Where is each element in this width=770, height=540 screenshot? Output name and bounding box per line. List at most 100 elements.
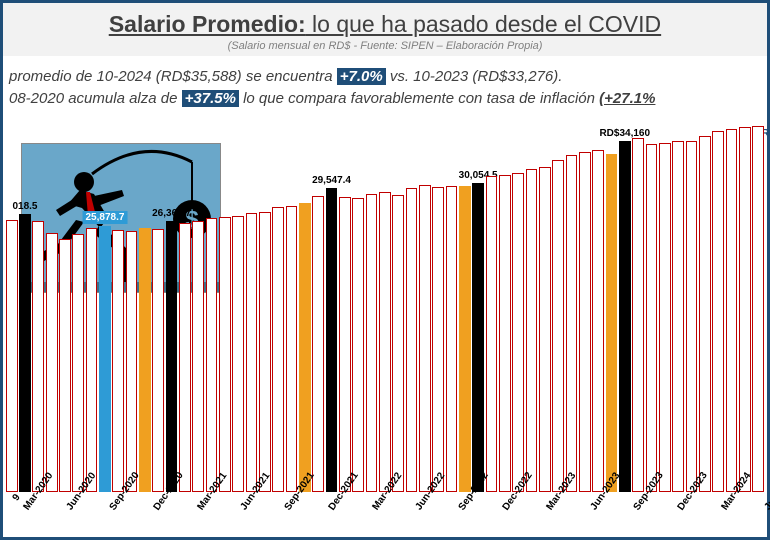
bar-wrap — [298, 203, 311, 492]
bar-wrap: 25,878.7 — [98, 226, 111, 492]
bar — [312, 196, 324, 492]
bar — [592, 150, 604, 492]
bar — [512, 173, 524, 492]
bar — [246, 213, 258, 492]
bar — [166, 221, 178, 492]
bar — [632, 138, 644, 492]
bar — [6, 220, 18, 492]
bar — [339, 197, 351, 492]
bar-wrap — [631, 138, 644, 492]
chart-frame: Salario Promedio: lo que ha pasado desde… — [0, 0, 770, 540]
bar-wrap — [525, 169, 538, 492]
bar-wrap — [178, 223, 191, 492]
bar — [499, 175, 511, 492]
bar — [446, 186, 458, 492]
bar — [579, 152, 591, 492]
title-band: Salario Promedio: lo que ha pasado desde… — [3, 3, 767, 56]
bar — [539, 167, 551, 492]
bar-wrap — [338, 197, 351, 492]
bar-wrap — [538, 167, 551, 492]
bar — [126, 231, 138, 492]
page-subtitle: (Salario mensual en RD$ - Fuente: SIPEN … — [13, 40, 757, 52]
bar — [699, 136, 711, 492]
bar — [526, 169, 538, 492]
bar — [19, 214, 31, 492]
bar — [472, 183, 484, 492]
bar — [406, 188, 418, 492]
bar-wrap — [565, 155, 578, 492]
bar — [59, 239, 71, 492]
bar — [726, 129, 738, 492]
bar — [152, 229, 164, 492]
bar — [419, 185, 431, 492]
bar-wrap — [725, 129, 738, 492]
bar-wrap — [591, 150, 604, 492]
page-title: Salario Promedio: lo que ha pasado desde… — [13, 11, 757, 38]
bar — [99, 226, 111, 492]
bar-wrap — [152, 229, 165, 492]
bar-wrap — [511, 173, 524, 492]
bar-wrap — [218, 217, 231, 492]
bar-wrap — [445, 186, 458, 492]
summary-line-2: 08-2020 acumula alza de +37.5% lo que co… — [9, 88, 759, 110]
bar-wrap — [85, 228, 98, 492]
bar-wrap: 29,547.4 — [325, 188, 338, 492]
bar — [299, 203, 311, 492]
bar — [46, 233, 58, 492]
bar-wrap — [485, 176, 498, 492]
bar-wrap — [711, 131, 724, 492]
bar — [486, 176, 498, 492]
bar-wrap — [658, 143, 671, 492]
bar — [259, 212, 271, 492]
bar — [232, 216, 244, 492]
bar — [366, 194, 378, 492]
bar-wrap — [498, 175, 511, 492]
pct-change-yoy: +7.0% — [337, 68, 386, 85]
bar-value-label: RD$34,160 — [599, 128, 650, 139]
summary-line-1: promedio de 10-2024 (RD$35,588) se encue… — [9, 66, 759, 88]
bar-wrap — [671, 141, 684, 492]
bar-wrap — [685, 141, 698, 492]
bar — [712, 131, 724, 492]
bar — [552, 160, 564, 492]
bar-wrap — [258, 212, 271, 492]
bar — [619, 141, 631, 492]
bar-wrap — [285, 206, 298, 492]
bar — [352, 198, 364, 492]
bar — [566, 155, 578, 492]
bar-wrap — [112, 230, 125, 492]
bar — [326, 188, 338, 492]
bar-wrap — [365, 194, 378, 492]
pct-change-cum: +37.5% — [182, 90, 239, 107]
bar-wrap — [72, 234, 85, 492]
bar-chart: 018.525,878.726,362.729,547.430,054.5RD$… — [3, 298, 767, 537]
bar-wrap — [58, 239, 71, 492]
bar-wrap — [312, 196, 325, 492]
bar-wrap — [578, 152, 591, 492]
bar-value-label: 29,547.4 — [312, 175, 351, 186]
bar — [379, 192, 391, 492]
bar — [646, 144, 658, 492]
bar-wrap — [45, 233, 58, 492]
bar — [286, 206, 298, 492]
bar — [32, 221, 44, 492]
bar-wrap — [5, 220, 18, 492]
bar-value-label: 26,362.7 — [152, 208, 191, 219]
bar-wrap — [645, 144, 658, 492]
bars-container: 018.525,878.726,362.729,547.430,054.5RD$… — [3, 128, 767, 492]
bar-wrap — [418, 185, 431, 492]
bar-value-label: 25,878.7 — [82, 211, 127, 224]
bar-wrap — [138, 228, 151, 492]
bar-wrap — [698, 136, 711, 492]
bar — [206, 218, 218, 492]
bar-wrap: 26,362.7 — [165, 221, 178, 492]
bar — [192, 221, 204, 492]
bar — [672, 141, 684, 492]
bar-wrap — [192, 221, 205, 492]
bar — [272, 207, 284, 492]
bar-value-label: 018.5 — [12, 201, 37, 212]
bar-wrap — [352, 198, 365, 492]
bar-wrap — [378, 192, 391, 492]
bar — [739, 127, 751, 492]
title-rest: lo que ha pasado desde el COVID — [306, 11, 661, 37]
